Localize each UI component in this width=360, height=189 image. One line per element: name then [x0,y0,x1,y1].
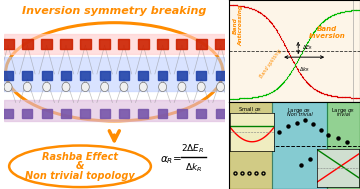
Text: Non trivial topology: Non trivial topology [25,171,135,181]
Text: Rashba Effect: Rashba Effect [42,152,118,162]
Bar [3,39,14,49]
Bar [216,108,225,118]
Bar [42,108,51,118]
Bar [118,39,130,49]
Bar [3,71,13,81]
Bar [80,71,90,81]
Bar [196,39,207,49]
Bar [215,39,226,49]
Bar [216,71,225,81]
Circle shape [178,82,186,92]
Circle shape [81,82,89,92]
Text: Large $\alpha_R$: Large $\alpha_R$ [287,105,312,115]
Circle shape [120,82,128,92]
Bar [272,102,327,189]
Circle shape [101,82,109,92]
Circle shape [62,82,70,92]
Text: Inversion symmetry breaking: Inversion symmetry breaking [22,6,207,16]
Text: Non trivial: Non trivial [287,112,312,118]
Bar [100,71,109,81]
Bar [158,71,167,81]
Circle shape [23,82,31,92]
Bar [4,57,225,91]
Bar [42,71,51,81]
Text: $\Delta k_R$: $\Delta k_R$ [299,65,310,74]
Bar [119,108,129,118]
Text: $\alpha_R\!=\!$: $\alpha_R\!=\!$ [160,154,182,166]
Circle shape [139,82,147,92]
Bar [100,108,109,118]
Bar [3,108,13,118]
Bar [327,102,360,189]
Bar [22,71,32,81]
Bar [196,71,206,81]
Text: $\Delta E_R$: $\Delta E_R$ [302,43,313,52]
Text: Band
Inversion: Band Inversion [309,26,346,39]
Circle shape [4,82,12,92]
Bar [4,100,225,121]
Text: Small $\alpha_R$: Small $\alpha_R$ [238,105,262,114]
Bar [196,108,206,118]
Bar [177,108,187,118]
Circle shape [217,82,225,92]
Bar [61,108,71,118]
Text: &: & [76,161,84,171]
Bar [61,71,71,81]
Bar [157,39,168,49]
Circle shape [159,82,167,92]
Text: trivial: trivial [243,112,257,118]
Text: $2\Delta E_R$: $2\Delta E_R$ [181,142,205,155]
Text: Band splitting: Band splitting [259,48,282,79]
Text: $\Delta k_R$: $\Delta k_R$ [185,162,202,174]
Text: trivial: trivial [337,112,351,118]
Circle shape [43,82,51,92]
Bar [22,39,33,49]
Bar [22,108,32,118]
Bar [119,71,129,81]
Text: Band
Anticrossing: Band Anticrossing [233,5,243,46]
Bar [41,39,52,49]
Bar [138,108,148,118]
Bar [229,102,272,189]
Text: Large $\alpha_R$: Large $\alpha_R$ [332,105,356,115]
Bar [158,108,167,118]
Bar [60,39,72,49]
Bar [177,71,187,81]
Bar [99,39,110,49]
Bar [4,34,225,54]
Bar [176,39,188,49]
Bar [138,71,148,81]
Bar [80,108,90,118]
Circle shape [197,82,205,92]
Bar [138,39,149,49]
Bar [80,39,91,49]
